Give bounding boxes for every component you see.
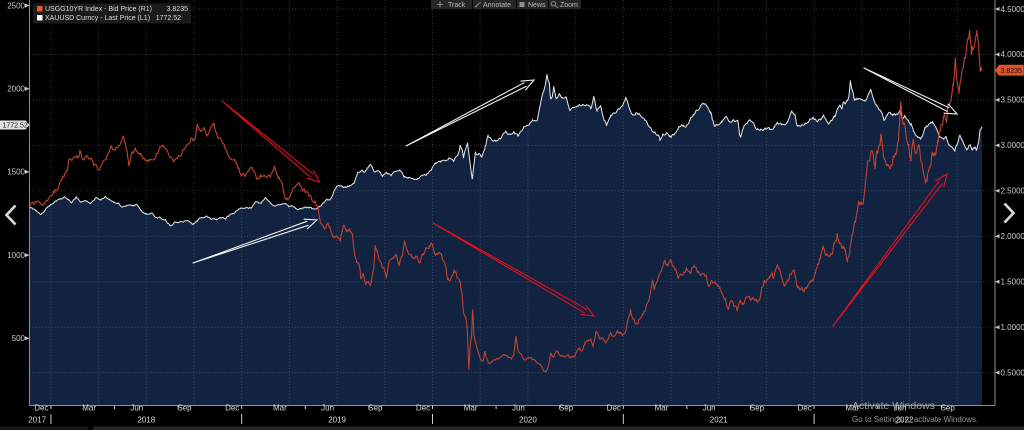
svg-text:News: News <box>528 2 546 9</box>
svg-text:Mar: Mar <box>82 404 96 413</box>
svg-text:2022: 2022 <box>896 416 914 425</box>
svg-text:1772.52: 1772.52 <box>156 15 181 22</box>
svg-text:3.0000: 3.0000 <box>1001 141 1024 150</box>
svg-text:Sep: Sep <box>177 404 192 413</box>
svg-text:Sep: Sep <box>559 404 574 413</box>
svg-text:1000: 1000 <box>7 251 25 260</box>
svg-text:Activate Windows: Activate Windows <box>852 400 935 412</box>
svg-text:Mar: Mar <box>655 404 669 413</box>
svg-text:1772.52: 1772.52 <box>3 123 28 130</box>
svg-text:2019: 2019 <box>328 416 346 425</box>
svg-text:4.5000: 4.5000 <box>1001 5 1024 14</box>
svg-text:4.0000: 4.0000 <box>1001 50 1024 59</box>
svg-text:2.5000: 2.5000 <box>1001 187 1024 196</box>
svg-text:Sep: Sep <box>750 404 765 413</box>
svg-text:Sep: Sep <box>941 404 956 413</box>
svg-text:Jun: Jun <box>321 404 334 413</box>
svg-text:USGG10YR Index - Bid Price (R1: USGG10YR Index - Bid Price (R1) <box>45 6 152 13</box>
svg-text:Go to Settings to activate Win: Go to Settings to activate Windows. <box>852 415 978 424</box>
svg-text:3.5000: 3.5000 <box>1001 96 1024 105</box>
svg-text:Mar: Mar <box>273 404 287 413</box>
svg-text:1.0000: 1.0000 <box>1001 323 1024 332</box>
svg-text:2017: 2017 <box>28 416 46 425</box>
svg-text:Zoom: Zoom <box>560 2 578 9</box>
svg-text:Sep: Sep <box>368 404 383 413</box>
svg-text:Annotate: Annotate <box>483 2 511 9</box>
svg-text:Dec: Dec <box>416 404 430 413</box>
svg-text:3.8235: 3.8235 <box>1001 68 1023 75</box>
svg-text:2018: 2018 <box>137 416 155 425</box>
svg-text:2020: 2020 <box>519 416 537 425</box>
svg-text:2500: 2500 <box>7 1 25 10</box>
svg-text:2.0000: 2.0000 <box>1001 232 1024 241</box>
svg-text:2021: 2021 <box>710 416 728 425</box>
svg-text:500: 500 <box>12 334 26 343</box>
svg-text:0.5000: 0.5000 <box>1001 368 1024 377</box>
svg-text:Jun: Jun <box>512 404 525 413</box>
svg-text:Track: Track <box>448 2 466 9</box>
svg-text:Dec: Dec <box>797 404 811 413</box>
svg-text:Jun: Jun <box>703 404 716 413</box>
svg-text:Mar: Mar <box>845 404 859 413</box>
svg-text:Dec: Dec <box>225 404 239 413</box>
svg-text:Dec: Dec <box>34 404 48 413</box>
svg-text:Jun: Jun <box>130 404 143 413</box>
svg-text:XAUUSD Curncy - Last Price (L1: XAUUSD Curncy - Last Price (L1) <box>45 15 150 22</box>
svg-text:1500: 1500 <box>7 168 25 177</box>
svg-text:Dec: Dec <box>607 404 621 413</box>
svg-text:Mar: Mar <box>464 404 478 413</box>
svg-text:1.5000: 1.5000 <box>1001 278 1024 287</box>
svg-text:2000: 2000 <box>7 85 25 94</box>
svg-text:3.8235: 3.8235 <box>167 6 189 13</box>
svg-text:Jun: Jun <box>894 404 907 413</box>
